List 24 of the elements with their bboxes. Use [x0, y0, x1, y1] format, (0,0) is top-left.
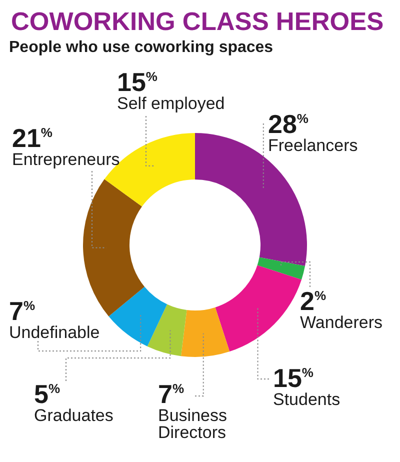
- slice-label: Students: [273, 390, 340, 409]
- data-label: 5$^{%}$: [34, 379, 60, 409]
- data-label: 2$^{%}$: [300, 286, 326, 316]
- data-label: 15$^{%}$: [117, 67, 158, 97]
- data-label: 15$^{%}$: [273, 363, 314, 393]
- slice-label: Undefinable: [9, 323, 100, 342]
- donut-slice: [257, 257, 306, 280]
- donut-slice: [215, 265, 302, 352]
- data-label: 21$^{%}$: [12, 123, 53, 153]
- data-label: 7$^{%}$: [9, 296, 36, 326]
- slice-label: Self employed: [117, 94, 225, 113]
- chart-subtitle: People who use coworking spaces: [9, 38, 274, 56]
- slice-label: Graduates: [34, 406, 114, 425]
- chart-title: COWORKING CLASS HEROES: [11, 8, 384, 36]
- donut-slice: [108, 286, 168, 346]
- slice-label: Entrepreneurs: [12, 150, 120, 169]
- data-label: 28$^{%}$: [268, 109, 309, 139]
- slice-label: Wanderers: [300, 313, 383, 332]
- slice-label: Freelancers: [268, 136, 358, 155]
- data-label: 7$^{%}$: [158, 379, 184, 409]
- donut-slice: [83, 179, 145, 316]
- slice-label: Business Directors: [158, 406, 227, 442]
- donut-slice: [180, 307, 230, 357]
- donut-slice: [147, 304, 187, 356]
